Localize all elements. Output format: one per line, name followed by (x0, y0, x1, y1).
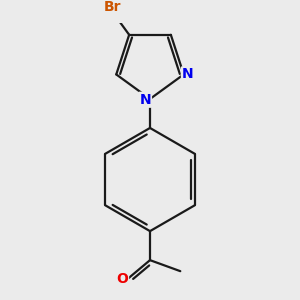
Text: Br: Br (103, 0, 121, 14)
Text: O: O (116, 272, 128, 286)
Text: N: N (182, 68, 194, 81)
Text: N: N (140, 93, 151, 107)
